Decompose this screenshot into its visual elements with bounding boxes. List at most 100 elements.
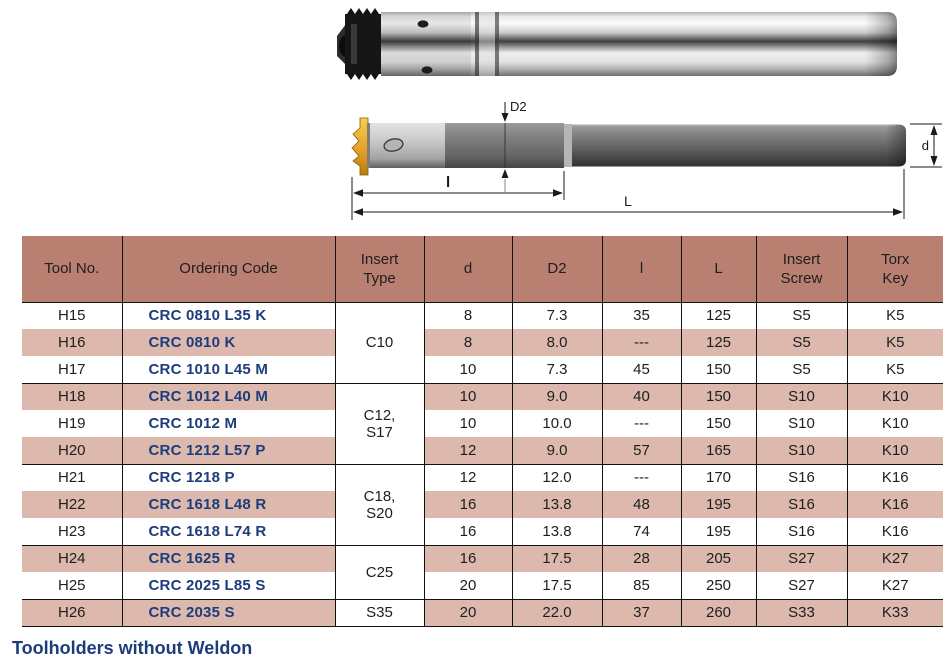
- cell-insert-screw: S5: [755, 329, 847, 356]
- cell-insert-type: C25: [334, 544, 424, 599]
- col-header-torx-key: Torx Key: [846, 236, 943, 303]
- cell-l: 37: [601, 598, 681, 627]
- cell-l: 40: [601, 382, 681, 410]
- col-header-l: l: [601, 236, 681, 303]
- cell-ordering-code: CRC 1618 L48 R: [121, 491, 335, 518]
- cell-L: 205: [680, 544, 756, 572]
- cell-d2: 9.0: [511, 382, 602, 410]
- photo-screw-hole-bottom: [421, 66, 433, 74]
- table-row: H22 CRC 1618 L48 R 16 13.8 48 195 S16 K16: [22, 491, 943, 518]
- cell-d: 12: [423, 437, 512, 464]
- cutting-insert: [351, 117, 369, 176]
- page-footer-title: Toolholders without Weldon: [12, 638, 253, 658]
- tool-neck: [564, 124, 572, 167]
- cell-L: 125: [680, 329, 756, 356]
- table-header-row: Tool No. Ordering Code Insert Type d D2 …: [22, 236, 943, 303]
- cell-d2: 12.0: [511, 463, 602, 491]
- cell-d2: 17.5: [511, 544, 602, 572]
- cell-tool-no: H18: [22, 382, 122, 410]
- dimension-L: [355, 169, 905, 219]
- table-row: H15 CRC 0810 L35 K C10 8 7.3 35 125 S5 K5: [22, 302, 943, 383]
- cell-d: 16: [423, 491, 512, 518]
- cell-l: 57: [601, 437, 681, 464]
- cell-l: 45: [601, 356, 681, 383]
- table-row: H19 CRC 1012 M 10 10.0 --- 150 S10 K10: [22, 410, 943, 437]
- toolholder-dimension-diagram: D2 l L: [330, 95, 945, 228]
- cell-l: 28: [601, 544, 681, 572]
- table-row: H20 CRC 1212 L57 P 12 9.0 57 165 S10 K10: [22, 437, 943, 464]
- cell-d: 10: [423, 382, 512, 410]
- cell-torx-key: K10: [846, 437, 943, 464]
- cell-l: ---: [601, 329, 681, 356]
- cell-ordering-code: CRC 0810 L35 K: [121, 302, 335, 329]
- table-body: H15 CRC 0810 L35 K C10 8 7.3 35 125 S5 K5 H16 CRC …: [22, 302, 943, 627]
- cell-torx-key: K10: [846, 382, 943, 410]
- dim-label-L: L: [624, 193, 632, 209]
- cell-ordering-code: CRC 1212 L57 P: [121, 437, 335, 464]
- cell-torx-key: K16: [846, 491, 943, 518]
- cell-d: 16: [423, 544, 512, 572]
- table-row: H18 CRC 1012 L40 M C12, S17 10 9.0 40 150 S10 K1…: [22, 382, 943, 464]
- cell-tool-no: H21: [22, 463, 122, 491]
- cell-l: ---: [601, 463, 681, 491]
- cell-insert-type: C10: [334, 302, 424, 383]
- col-header-ordering-code: Ordering Code: [121, 236, 335, 303]
- cell-d: 16: [423, 518, 512, 545]
- col-header-insert-type: Insert Type: [334, 236, 424, 303]
- cell-torx-key: K5: [846, 302, 943, 329]
- cell-ordering-code: CRC 1618 L74 R: [121, 518, 335, 545]
- photo-groove-ring: [475, 12, 499, 76]
- cell-L: 195: [680, 518, 756, 545]
- photo-clamp-head: [337, 8, 385, 80]
- cell-L: 165: [680, 437, 756, 464]
- cell-tool-no: H17: [22, 356, 122, 383]
- cell-ordering-code: CRC 1010 L45 M: [121, 356, 335, 383]
- tool-head: [370, 123, 445, 168]
- cell-L: 195: [680, 491, 756, 518]
- cell-L: 125: [680, 302, 756, 329]
- cell-d: 8: [423, 329, 512, 356]
- cell-d: 20: [423, 572, 512, 599]
- cell-torx-key: K16: [846, 463, 943, 491]
- cell-tool-no: H16: [22, 329, 122, 356]
- cell-L: 150: [680, 356, 756, 383]
- cell-d2: 10.0: [511, 410, 602, 437]
- cell-insert-screw: S27: [755, 544, 847, 572]
- cell-tool-no: H23: [22, 518, 122, 545]
- cell-insert-screw: S5: [755, 302, 847, 329]
- cell-torx-key: K10: [846, 410, 943, 437]
- cell-d2: 7.3: [511, 302, 602, 329]
- col-header-tool-no: Tool No.: [22, 236, 122, 303]
- cell-d: 20: [423, 598, 512, 627]
- cell-d: 10: [423, 356, 512, 383]
- tool-shank: [572, 124, 906, 167]
- cell-tool-no: H25: [22, 572, 122, 599]
- col-header-d: d: [423, 236, 512, 303]
- col-header-insert-screw: Insert Screw: [755, 236, 847, 303]
- cell-L: 150: [680, 410, 756, 437]
- table-row: H16 CRC 0810 K 8 8.0 --- 125 S5 K5: [22, 329, 943, 356]
- spec-table: Tool No. Ordering Code Insert Type d D2 …: [22, 236, 943, 627]
- table-row: H21 CRC 1218 P C18, S20 12 12.0 --- 170 S16 K16: [22, 463, 943, 545]
- cell-l: 85: [601, 572, 681, 599]
- cell-d2: 22.0: [511, 598, 602, 627]
- cell-insert-screw: S16: [755, 491, 847, 518]
- cell-tool-no: H20: [22, 437, 122, 464]
- toolholder-photo: [337, 8, 920, 80]
- table-row: H17 CRC 1010 L45 M 10 7.3 45 150 S5 K5: [22, 356, 943, 383]
- dim-label-d: d: [922, 138, 929, 153]
- cell-d2: 17.5: [511, 572, 602, 599]
- col-header-L: L: [680, 236, 756, 303]
- dimension-d: [910, 123, 942, 168]
- cell-torx-key: K16: [846, 518, 943, 545]
- table-row: H24 CRC 1625 R C25 16 17.5 28 205 S27 K27: [22, 544, 943, 599]
- cell-tool-no: H26: [22, 598, 122, 627]
- cell-l: 35: [601, 302, 681, 329]
- cell-d: 12: [423, 463, 512, 491]
- cell-tool-no: H15: [22, 302, 122, 329]
- dim-label-l: l: [446, 174, 450, 191]
- cell-d: 10: [423, 410, 512, 437]
- cell-d2: 9.0: [511, 437, 602, 464]
- cell-insert-screw: S5: [755, 356, 847, 383]
